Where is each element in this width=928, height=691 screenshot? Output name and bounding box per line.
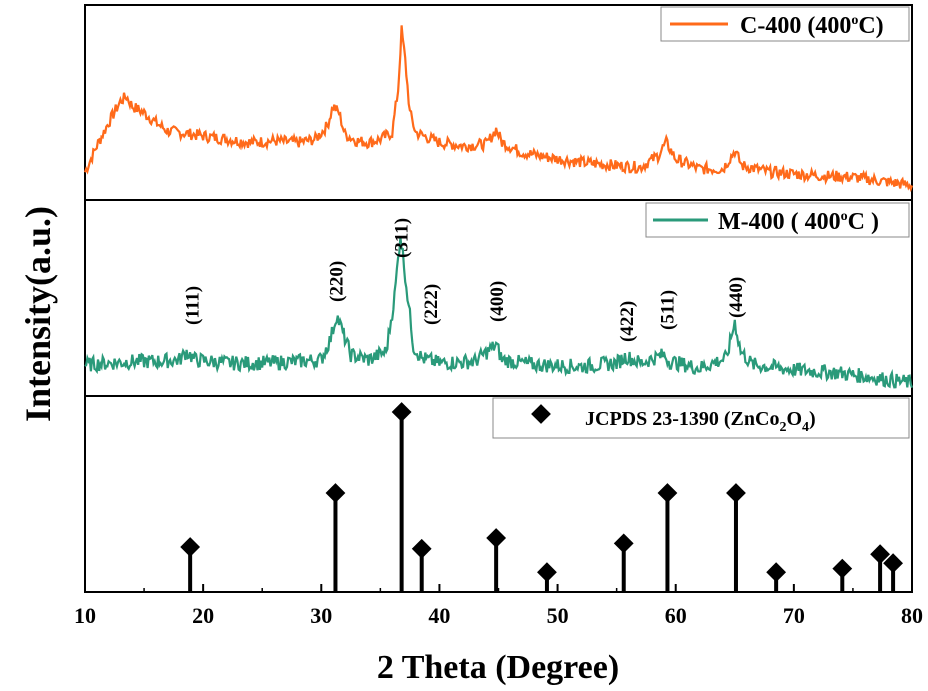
reference-peak-marker [325,483,346,503]
legend-m400: M-400 ( 400oC ) [645,202,910,238]
peak-annotations: (111) (220) (311) (222) (400) (422) (511) (440) [182,218,746,342]
legend-label-jcpds: JCPDS 23-1390 (ZnCo2O4) [585,408,816,435]
reference-peak-marker [766,562,787,583]
x-tick-label: 20 [192,603,214,628]
y-axis-label: Intensity(a.u.) [18,206,58,422]
peak-annotation: (311) [391,218,412,258]
reference-peak-marker [870,544,891,565]
peak-annotation: (440) [726,277,747,318]
reference-peak-marker [613,533,634,554]
x-tick-label: 60 [665,603,687,628]
reference-peak-marker [832,558,853,579]
x-axis-ticks: 10 20 30 40 50 60 70 80 [74,584,923,628]
peak-annotation: (220) [326,261,347,302]
peak-annotation: (400) [487,281,508,322]
x-tick-label: 80 [901,603,923,628]
x-tick-label: 50 [547,603,569,628]
peak-annotation: (511) [657,290,678,330]
reference-peak-marker [537,562,557,583]
reference-peak-marker [657,483,678,503]
legend-c400: C-400 (400oC) [660,6,910,42]
reference-peak-marker [883,553,903,574]
peak-annotation: (422) [617,301,638,342]
peak-annotation: (111) [182,286,203,325]
series-line-c400 [83,25,914,193]
x-tick-label: 30 [310,603,332,628]
reference-peak-marker [486,528,507,548]
legend-box-jcpds [492,397,910,439]
legend-jcpds: JCPDS 23-1390 (ZnCo2O4) [492,397,910,439]
x-tick-label: 40 [428,603,450,628]
peak-annotation: (222) [421,284,442,325]
reference-peak-marker [411,538,432,559]
reference-peaks [180,402,903,592]
x-tick-label: 10 [74,603,96,628]
reference-peak-marker [726,483,746,503]
reference-peak-marker [180,537,201,557]
legend-label-m400: M-400 ( 400oC ) [718,209,879,235]
x-tick-label: 70 [783,603,805,628]
reference-peak-marker [391,402,412,422]
legend-label-c400: C-400 (400oC) [740,13,884,39]
legend-diamond-icon [531,404,551,424]
x-axis-label: 2 Theta (Degree) [377,649,619,686]
series-line-m400 [84,236,914,389]
